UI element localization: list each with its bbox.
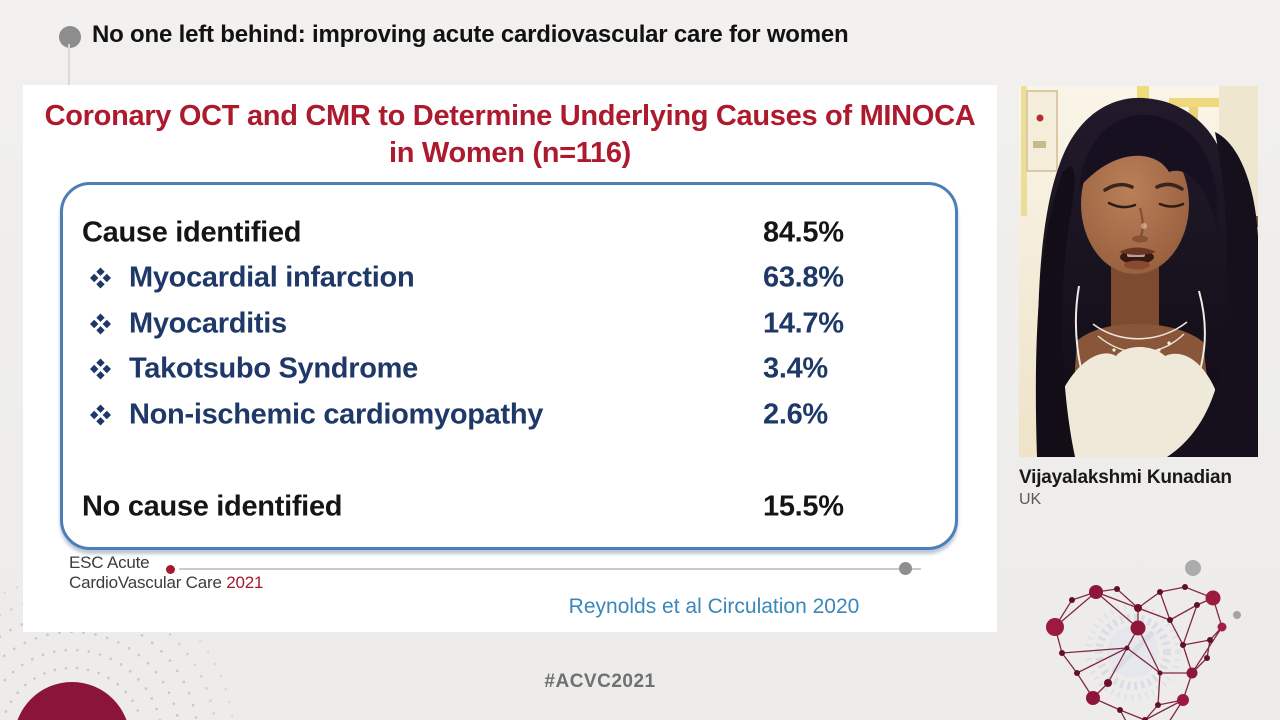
row-value: 2.6% [763,398,828,431]
esc-acvc-logo: ESC Acute CardioVascular Care 2021 [69,553,263,593]
logo-red-dot-icon [166,565,175,574]
event-hashtag: #ACVC2021 [544,671,656,692]
diamond-bullet-icon [90,358,111,380]
row-label: Cause identified [82,216,302,249]
row-value: 15.5% [763,490,844,523]
diamond-bullet-icon [90,313,111,335]
gray-dot-decoration [1185,560,1201,576]
table-row: Myocarditis 14.7% [63,301,955,347]
row-label: No cause identified [82,490,343,523]
slide-title-line1: Coronary OCT and CMR to Determine Underl… [44,100,976,132]
slide-title: Coronary OCT and CMR to Determine Underl… [23,98,997,172]
network-heart-graphic [1046,584,1227,720]
session-bullet-icon [59,26,81,48]
logo-gray-dot-icon [899,562,912,575]
row-label: Takotsubo Syndrome [129,352,418,385]
row-value: 14.7% [763,307,844,340]
slide-citation: Reynolds et al Circulation 2020 [568,595,860,618]
speaker-webcam-scene [1019,86,1258,457]
diamond-bullet-icon [90,267,111,289]
table-row: No cause identified 15.5% [63,485,955,531]
speaker-country: UK [1019,491,1042,508]
esc-logo-line1: ESC Acute [69,553,150,572]
session-title: No one left behind: improving acute card… [92,21,849,48]
gray-dot-decoration [1233,611,1241,619]
heart-nodes [1046,584,1227,720]
table-row: Cause identified 84.5% [63,210,955,256]
row-label: Non-ischemic cardiomyopathy [129,398,544,431]
session-connector-line [68,44,70,88]
results-box: Cause identified 84.5% Myocardial infarc… [60,182,958,550]
presentation-slide: Coronary OCT and CMR to Determine Underl… [23,85,997,632]
esc-logo-year: 2021 [226,573,264,592]
row-value: 63.8% [763,261,844,294]
slide-title-line2: in Women (n=116) [388,137,632,169]
diamond-bullet-icon [90,404,111,426]
speaker-video[interactable] [1019,86,1258,457]
row-label: Myocarditis [129,307,287,340]
table-row: Non-ischemic cardiomyopathy 2.6% [63,392,955,438]
table-row: Takotsubo Syndrome 3.4% [63,347,955,393]
logo-rule-line [179,568,921,570]
table-row: Myocardial infarction 63.8% [63,256,955,302]
row-label: Myocardial infarction [129,261,415,294]
row-value: 3.4% [763,352,828,385]
esc-logo-line2: CardioVascular Care 2021 [69,573,264,592]
speaker-name: Vijayalakshmi Kunadian [1019,467,1232,488]
row-value: 84.5% [763,216,844,249]
